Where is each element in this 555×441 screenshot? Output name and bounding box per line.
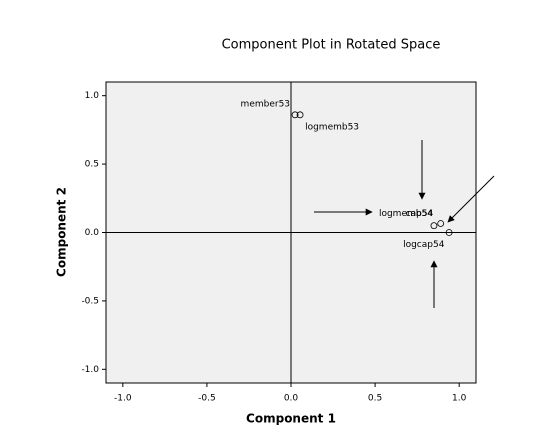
x-tick-label: -1.0 — [114, 394, 132, 404]
point-label: logcap54 — [403, 240, 445, 250]
point — [430, 222, 438, 230]
x-tick-label: 0.0 — [284, 394, 299, 404]
x-axis-title: Component 1 — [246, 412, 336, 426]
point — [445, 229, 453, 236]
point — [291, 111, 299, 119]
y-axis-title: Component 2 — [55, 187, 69, 277]
point-label: logmemb53 — [305, 122, 359, 132]
y-tick-label: 1.0 — [85, 91, 100, 101]
y-tick-label: -1.0 — [81, 365, 99, 375]
point-label: member53 — [241, 99, 290, 109]
point-label: logmemb54 — [379, 209, 433, 219]
x-tick-label: -0.5 — [198, 394, 216, 404]
y-tick-label: 0.0 — [85, 228, 100, 238]
chart-title: Component Plot in Rotated Space — [222, 38, 441, 53]
y-tick-label: 0.5 — [85, 160, 99, 170]
y-tick-label: -0.5 — [81, 296, 99, 306]
arrow — [447, 175, 495, 223]
point-label: cap54 — [406, 209, 434, 219]
x-tick-label: 1.0 — [452, 394, 467, 404]
x-tick-label: 0.5 — [368, 394, 382, 404]
annotation-arrows — [314, 140, 495, 308]
point — [296, 111, 304, 119]
point — [437, 220, 445, 227]
